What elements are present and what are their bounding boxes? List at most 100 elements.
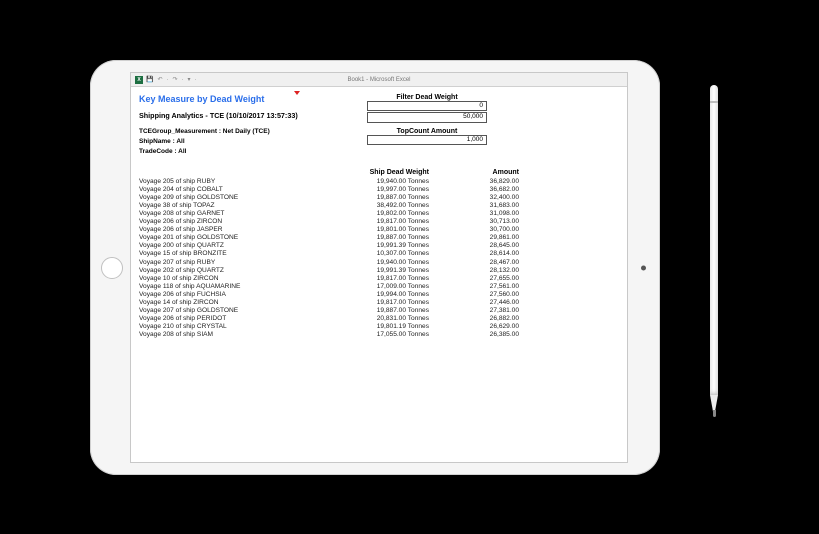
cell-voyage: Voyage 208 of ship GARNET [139, 210, 329, 218]
ipad-home-button[interactable] [101, 257, 123, 279]
table-row[interactable]: Voyage 205 of ship RUBY19,940.00 Tonnes3… [139, 178, 619, 186]
redo-icon[interactable]: ↷ [173, 76, 178, 83]
table-row[interactable]: Voyage 206 of ship JASPER19,801.00 Tonne… [139, 226, 619, 234]
cell-voyage: Voyage 15 of ship BRONZITE [139, 250, 329, 258]
cell-voyage: Voyage 202 of ship QUARTZ [139, 267, 329, 275]
cell-dead-weight: 19,940.00 Tonnes [329, 178, 429, 186]
cell-amount: 32,400.00 [429, 194, 519, 202]
col-header-voyage [139, 169, 329, 176]
table-row[interactable]: Voyage 201 of ship GOLDSTONE19,887.00 To… [139, 234, 619, 242]
excel-app-icon: X [135, 76, 143, 84]
cell-voyage: Voyage 14 of ship ZIRCON [139, 299, 329, 307]
cell-amount: 36,682.00 [429, 186, 519, 194]
meta-measurement: TCEGroup_Measurement : Net Daily (TCE) [139, 127, 339, 137]
cell-amount: 26,882.00 [429, 315, 519, 323]
table-row[interactable]: Voyage 206 of ship PERIDOT20,831.00 Tonn… [139, 315, 619, 323]
cell-dead-weight: 19,817.00 Tonnes [329, 218, 429, 226]
cell-amount: 28,614.00 [429, 250, 519, 258]
cell-voyage: Voyage 38 of ship TOPAZ [139, 202, 329, 210]
excel-titlebar: X 💾 ↶ · ↷ · ▾ · Book1 - Microsoft Excel [131, 73, 627, 87]
cell-voyage: Voyage 205 of ship RUBY [139, 178, 329, 186]
cell-amount: 36,829.00 [429, 178, 519, 186]
cell-voyage: Voyage 201 of ship GOLDSTONE [139, 234, 329, 242]
topcount-input[interactable]: 1,000 [367, 135, 487, 145]
spreadsheet-area[interactable]: Key Measure by Dead Weight Shipping Anal… [131, 87, 627, 462]
quick-access-toolbar: 💾 ↶ · ↷ · ▾ · [146, 76, 197, 83]
table-row[interactable]: Voyage 15 of ship BRONZITE10,307.00 Tonn… [139, 250, 619, 258]
cell-dead-weight: 19,887.00 Tonnes [329, 194, 429, 202]
cell-voyage: Voyage 206 of ship FUCHSIA [139, 291, 329, 299]
cell-amount: 27,561.00 [429, 283, 519, 291]
table-row[interactable]: Voyage 38 of ship TOPAZ38,492.00 Tonnes3… [139, 202, 619, 210]
cell-amount: 27,655.00 [429, 275, 519, 283]
cell-dead-weight: 38,492.00 Tonnes [329, 202, 429, 210]
filter-dead-weight-max-input[interactable]: 50,000 [367, 112, 487, 122]
table-row[interactable]: Voyage 204 of ship COBALT19,997.00 Tonne… [139, 186, 619, 194]
cell-amount: 29,861.00 [429, 234, 519, 242]
apple-pencil [709, 85, 719, 435]
ipad-device-frame: X 💾 ↶ · ↷ · ▾ · Book1 - Microsoft Excel … [90, 60, 660, 475]
cell-amount: 27,560.00 [429, 291, 519, 299]
cell-voyage: Voyage 10 of ship ZIRCON [139, 275, 329, 283]
filter-dead-weight-min-input[interactable]: 0 [367, 101, 487, 111]
cell-amount: 27,381.00 [429, 307, 519, 315]
cell-dead-weight: 19,817.00 Tonnes [329, 299, 429, 307]
cell-amount: 26,385.00 [429, 331, 519, 339]
cell-voyage: Voyage 206 of ship PERIDOT [139, 315, 329, 323]
table-row[interactable]: Voyage 14 of ship ZIRCON19,817.00 Tonnes… [139, 299, 619, 307]
table-row[interactable]: Voyage 208 of ship GARNET19,802.00 Tonne… [139, 210, 619, 218]
table-row[interactable]: Voyage 10 of ship ZIRCON19,817.00 Tonnes… [139, 275, 619, 283]
filter-dead-weight-label: Filter Dead Weight [367, 94, 487, 101]
window-title: Book1 - Microsoft Excel [347, 77, 410, 83]
cell-dead-weight: 19,994.00 Tonnes [329, 291, 429, 299]
table-row[interactable]: Voyage 207 of ship RUBY19,940.00 Tonnes2… [139, 259, 619, 267]
excel-window: X 💾 ↶ · ↷ · ▾ · Book1 - Microsoft Excel … [130, 72, 628, 463]
cell-amount: 28,132.00 [429, 267, 519, 275]
cell-dead-weight: 19,940.00 Tonnes [329, 259, 429, 267]
table-row[interactable]: Voyage 206 of ship FUCHSIA19,994.00 Tonn… [139, 291, 619, 299]
save-icon[interactable]: 💾 [146, 76, 153, 83]
cell-voyage: Voyage 204 of ship COBALT [139, 186, 329, 194]
cell-voyage: Voyage 207 of ship GOLDSTONE [139, 307, 329, 315]
col-header-dead-weight: Ship Dead Weight [329, 169, 429, 176]
data-table: Ship Dead Weight Amount Voyage 205 of sh… [139, 169, 619, 339]
cell-amount: 31,683.00 [429, 202, 519, 210]
table-row[interactable]: Voyage 207 of ship GOLDSTONE19,887.00 To… [139, 307, 619, 315]
comment-marker-icon [294, 91, 300, 95]
cell-voyage: Voyage 206 of ship JASPER [139, 226, 329, 234]
cell-voyage: Voyage 210 of ship CRYSTAL [139, 323, 329, 331]
cell-voyage: Voyage 207 of ship RUBY [139, 259, 329, 267]
ipad-camera [641, 265, 646, 270]
cell-voyage: Voyage 206 of ship ZIRCON [139, 218, 329, 226]
cell-voyage: Voyage 200 of ship QUARTZ [139, 242, 329, 250]
cell-dead-weight: 20,831.00 Tonnes [329, 315, 429, 323]
cell-dead-weight: 19,887.00 Tonnes [329, 307, 429, 315]
cell-dead-weight: 19,801.00 Tonnes [329, 226, 429, 234]
cell-dead-weight: 19,997.00 Tonnes [329, 186, 429, 194]
table-row[interactable]: Voyage 118 of ship AQUAMARINE17,009.00 T… [139, 283, 619, 291]
cell-voyage: Voyage 209 of ship GOLDSTONE [139, 194, 329, 202]
col-header-amount: Amount [429, 169, 519, 176]
table-row[interactable]: Voyage 202 of ship QUARTZ19,991.39 Tonne… [139, 267, 619, 275]
table-row[interactable]: Voyage 209 of ship GOLDSTONE19,887.00 To… [139, 194, 619, 202]
cell-amount: 28,467.00 [429, 259, 519, 267]
cell-amount: 30,700.00 [429, 226, 519, 234]
cell-voyage: Voyage 118 of ship AQUAMARINE [139, 283, 329, 291]
undo-icon[interactable]: ↶ [157, 76, 162, 83]
cell-dead-weight: 19,817.00 Tonnes [329, 275, 429, 283]
meta-tradecode: TradeCode : All [139, 147, 339, 157]
cell-amount: 30,713.00 [429, 218, 519, 226]
table-row[interactable]: Voyage 206 of ship ZIRCON19,817.00 Tonne… [139, 218, 619, 226]
cell-dead-weight: 19,801.19 Tonnes [329, 323, 429, 331]
cell-dead-weight: 19,887.00 Tonnes [329, 234, 429, 242]
cell-dead-weight: 17,009.00 Tonnes [329, 283, 429, 291]
table-row[interactable]: Voyage 210 of ship CRYSTAL19,801.19 Tonn… [139, 323, 619, 331]
table-row[interactable]: Voyage 208 of ship SIAM17,055.00 Tonnes2… [139, 331, 619, 339]
topcount-label: TopCount Amount [367, 128, 487, 135]
report-subtitle: Shipping Analytics - TCE (10/10/2017 13:… [139, 111, 339, 120]
table-row[interactable]: Voyage 200 of ship QUARTZ19,991.39 Tonne… [139, 242, 619, 250]
table-header-row: Ship Dead Weight Amount [139, 169, 619, 176]
cell-dead-weight: 19,991.39 Tonnes [329, 242, 429, 250]
cell-dead-weight: 10,307.00 Tonnes [329, 250, 429, 258]
qat-more-icon[interactable]: ▾ [188, 76, 191, 83]
